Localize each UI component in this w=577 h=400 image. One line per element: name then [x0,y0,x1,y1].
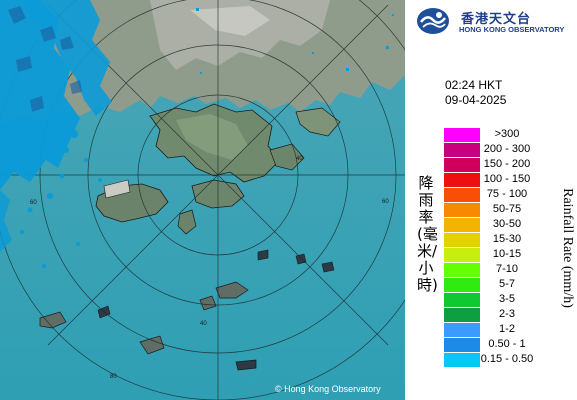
legend-title-chinese: 降雨率(毫米/小時) [417,174,438,294]
legend-swatch [444,188,480,202]
hko-emblem-icon [417,8,449,34]
legend-label: 5-7 [499,278,515,290]
logo-chinese-text: 香港天文台 [461,12,532,27]
copyright-notice: © Hong Kong Observatory [275,384,381,394]
radar-map[interactable]: 40 60 80 40 60 © Hong Kong Observatory [0,0,405,400]
legend-label: 10-15 [492,248,522,260]
new-territories-hills [176,114,248,160]
legend-swatch [444,233,480,247]
legend-label: 200 - 300 [483,143,531,155]
radar-map-canvas: 40 60 80 40 60 [0,0,405,400]
legend-swatch [444,248,480,262]
legend-swatch [444,353,480,367]
logo-english-text: HONG KONG OBSERVATORY [459,25,565,34]
legend-label: 50-75 [492,203,522,215]
legend-label: 2-3 [499,308,515,320]
legend-swatch [444,128,480,142]
legend-label: 0.50 - 1 [488,338,526,350]
legend-title-english: Rainfall Rate (mm/h) [560,188,575,308]
legend-swatch [444,143,480,157]
legend-label: 0.15 - 0.50 [480,353,534,365]
legend-label: 1-2 [499,323,515,335]
legend-swatch [444,173,480,187]
legend-swatch [444,263,480,277]
legend-title-english-wrap: Rainfall Rate (mm/h) [557,128,577,368]
range-label-60-left: 60 [30,200,37,206]
legend-label: 100 - 150 [483,173,531,185]
wanshan-island-2 [199,295,217,311]
wanshan-island-6 [257,249,269,261]
legend-label: 30-50 [492,218,522,230]
airport-island [103,179,131,199]
scattered-echoes [196,8,394,74]
wanshan-island-5 [235,359,257,371]
legend-swatch [444,323,480,337]
legend-swatch [444,278,480,292]
legend-swatch [444,338,480,352]
hko-logo[interactable]: 香港天文台 HONG KONG OBSERVATORY [415,6,575,36]
wanshan-island-7 [295,253,307,265]
mirs-bay-coast [295,107,341,137]
rain-echoes-dark [8,6,82,112]
observation-time: 02:24 HKT [445,78,503,92]
wanshan-island-9 [321,261,335,273]
legend-label: 150 - 200 [483,158,531,170]
legend-label: 3-5 [499,293,515,305]
range-label-60-right: 60 [382,199,389,205]
legend-label: 7-10 [495,263,519,275]
sai-kung-islands [269,143,305,171]
legend-label: 15-30 [492,233,522,245]
range-label-40-bottom: 40 [200,321,207,327]
legend-swatch [444,203,480,217]
range-label-40-right: 40 [296,156,303,162]
observation-date: 09-04-2025 [445,93,507,107]
mainland-peaks [190,6,270,36]
legend-swatch [444,158,480,172]
lamma-island [177,209,197,235]
legend-swatch [444,218,480,232]
rain-echoes [0,0,112,268]
legend-label: 75 - 100 [486,188,528,200]
legend-swatch [444,308,480,322]
legend-label: >300 [494,128,520,140]
legend-swatch [444,293,480,307]
wanshan-island-4 [139,335,165,355]
legend-panel: 香港天文台 HONG KONG OBSERVATORY 02:24 HKT 09… [405,0,577,400]
wanshan-island-1 [215,281,249,299]
wanshan-island-3 [39,311,67,329]
range-label-80: 80 [110,374,117,380]
